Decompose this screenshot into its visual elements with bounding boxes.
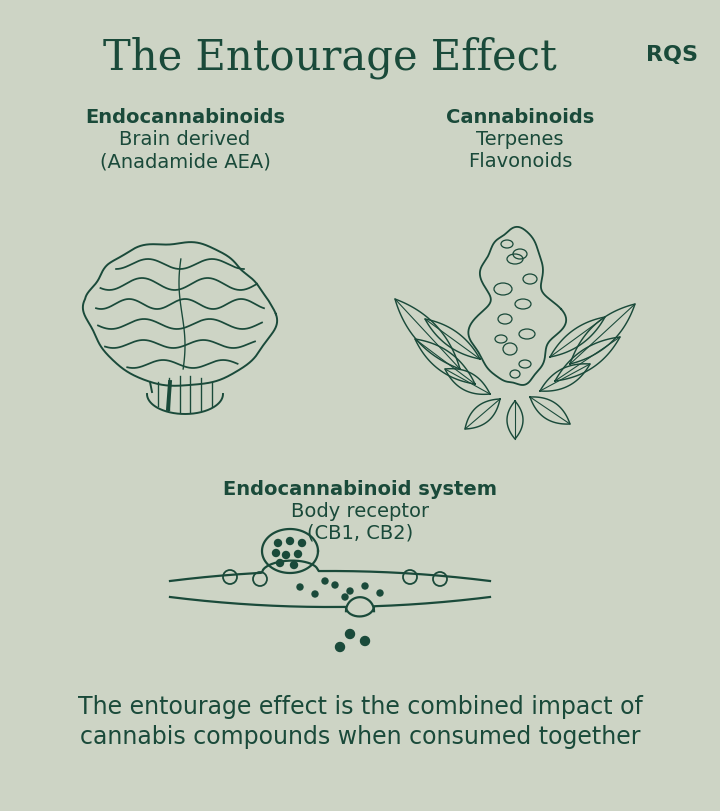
Circle shape	[276, 560, 284, 567]
Circle shape	[272, 550, 279, 557]
Circle shape	[297, 584, 303, 590]
Circle shape	[362, 583, 368, 590]
Text: cannabis compounds when consumed together: cannabis compounds when consumed togethe…	[80, 724, 640, 748]
Circle shape	[332, 582, 338, 588]
Text: Endocannabinoid system: Endocannabinoid system	[223, 479, 497, 499]
Text: Terpenes: Terpenes	[476, 130, 564, 148]
Circle shape	[342, 594, 348, 600]
Circle shape	[290, 562, 297, 569]
Text: RQS: RQS	[646, 45, 698, 65]
Circle shape	[377, 590, 383, 596]
Text: Brain derived: Brain derived	[120, 130, 251, 148]
Text: (CB1, CB2): (CB1, CB2)	[307, 523, 413, 543]
Circle shape	[346, 629, 354, 639]
Circle shape	[282, 551, 289, 559]
Circle shape	[347, 588, 353, 594]
Text: The Entourage Effect: The Entourage Effect	[103, 36, 557, 79]
Circle shape	[322, 578, 328, 584]
Circle shape	[312, 591, 318, 597]
Circle shape	[361, 637, 369, 646]
Text: Cannabinoids: Cannabinoids	[446, 108, 594, 127]
Circle shape	[336, 642, 344, 652]
Text: (Anadamide AEA): (Anadamide AEA)	[99, 152, 271, 171]
Text: Endocannabinoids: Endocannabinoids	[85, 108, 285, 127]
Circle shape	[287, 538, 294, 545]
Text: The entourage effect is the combined impact of: The entourage effect is the combined imp…	[78, 694, 642, 718]
Circle shape	[294, 551, 302, 558]
Text: Body receptor: Body receptor	[291, 501, 429, 521]
Circle shape	[299, 540, 305, 547]
Circle shape	[274, 540, 282, 547]
Text: Flavonoids: Flavonoids	[468, 152, 572, 171]
